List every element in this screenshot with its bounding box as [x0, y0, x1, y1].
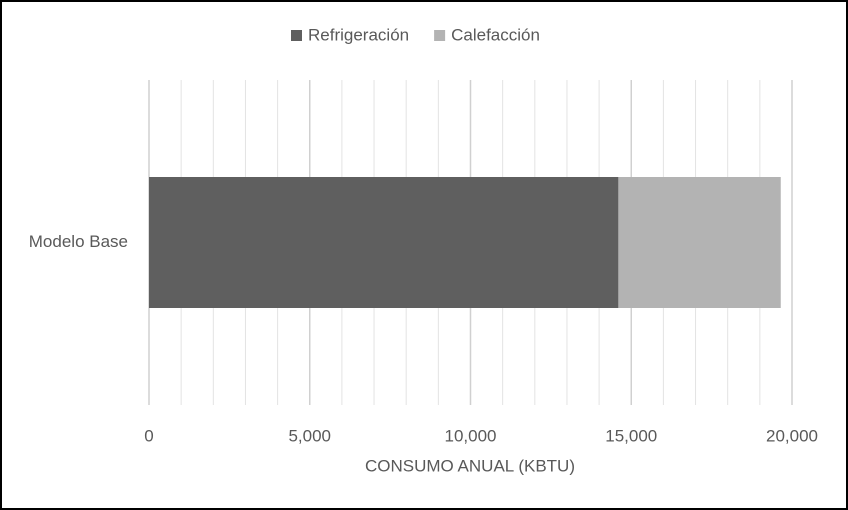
x-tick-label: 0 — [144, 426, 153, 445]
x-tick-label: 10,000 — [445, 426, 497, 445]
x-tick-label: 15,000 — [605, 426, 657, 445]
legend-label: Refrigeración — [308, 25, 409, 44]
x-tick-label: 20,000 — [766, 426, 818, 445]
legend-label: Calefacción — [451, 25, 540, 44]
x-tick-label: 5,000 — [288, 426, 331, 445]
legend-swatch — [434, 30, 446, 41]
legend-swatch — [291, 30, 302, 41]
y-tick-label: Modelo Base — [29, 232, 128, 251]
bar-segment — [149, 177, 619, 308]
x-axis-title: CONSUMO ANUAL (KBTU) — [365, 456, 575, 475]
bar-segment — [618, 177, 781, 308]
